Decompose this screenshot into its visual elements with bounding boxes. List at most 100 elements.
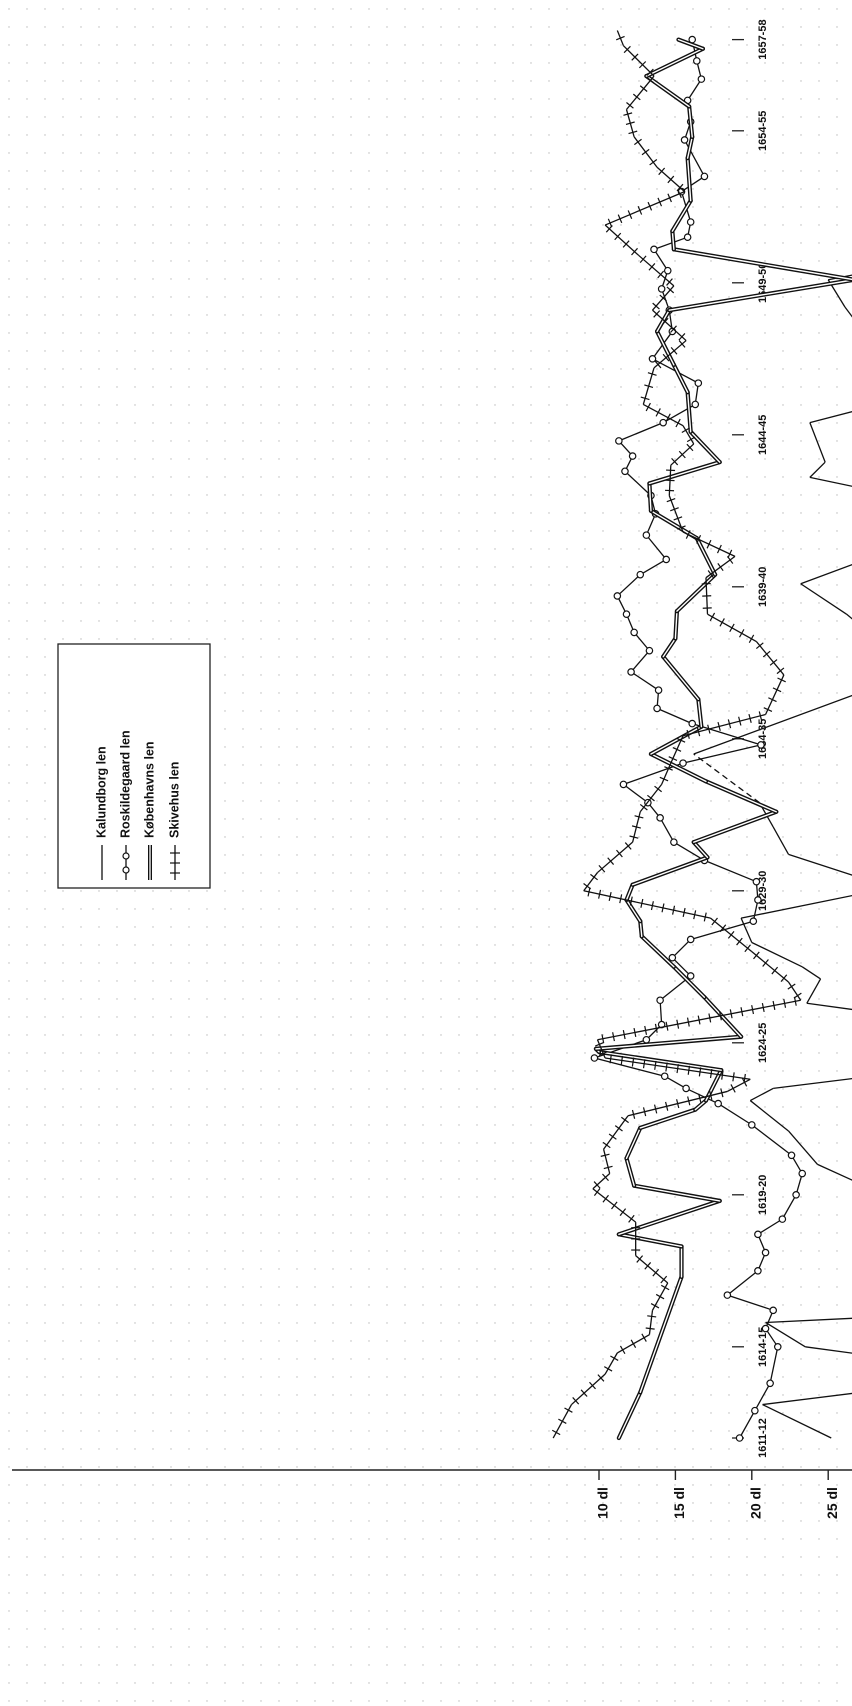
series-segment xyxy=(751,941,803,968)
series-segment xyxy=(592,1173,611,1190)
cross-marker xyxy=(623,112,633,116)
data-point xyxy=(757,741,765,749)
series-københavns-len xyxy=(593,37,852,1441)
cross-marker xyxy=(607,218,613,228)
series-segment xyxy=(717,1103,753,1126)
cross-marker xyxy=(670,347,678,355)
cross-marker xyxy=(630,1339,637,1348)
series-segment xyxy=(596,1039,606,1059)
series-segment xyxy=(682,744,762,764)
series-segment-inner xyxy=(656,309,670,333)
cross-marker xyxy=(687,1096,691,1106)
cross-marker xyxy=(670,325,677,333)
cross-marker xyxy=(771,966,779,975)
cross-marker xyxy=(612,1032,615,1042)
cross-marker xyxy=(667,193,672,203)
cross-marker xyxy=(686,436,696,443)
cross-marker xyxy=(593,1188,601,1196)
series-segment xyxy=(645,513,657,536)
data-point xyxy=(656,814,664,822)
data-point xyxy=(662,555,671,564)
value-tick-label: 15 dl xyxy=(671,1487,687,1519)
cross-marker xyxy=(763,707,773,712)
series-segment-inner xyxy=(673,248,852,281)
series-segment-inner xyxy=(688,105,693,138)
cross-marker xyxy=(654,360,662,369)
series-segment xyxy=(583,890,711,919)
series-segment-inner xyxy=(686,391,692,433)
series-segment xyxy=(762,1392,852,1406)
cross-marker xyxy=(619,1345,626,1355)
series-group xyxy=(551,30,852,1442)
series-segment xyxy=(772,826,790,855)
data-point xyxy=(686,218,695,226)
series-segment xyxy=(809,476,852,487)
series-segment-inner xyxy=(625,884,634,901)
cross-marker xyxy=(708,1013,712,1023)
data-point xyxy=(613,592,622,600)
series-segment-inner xyxy=(645,75,690,108)
cross-marker xyxy=(633,1027,637,1038)
cross-marker xyxy=(558,1418,567,1424)
legend-label: Roskildegaard len xyxy=(118,730,132,838)
cross-marker xyxy=(681,427,690,434)
series-segment xyxy=(685,1087,719,1105)
series-segment-inner xyxy=(625,1157,635,1187)
cross-marker xyxy=(671,457,679,466)
cross-marker xyxy=(626,102,634,109)
cross-marker xyxy=(711,917,718,926)
series-segment xyxy=(727,1078,751,1093)
series-segment xyxy=(604,224,640,256)
cross-marker xyxy=(787,983,796,990)
cross-marker xyxy=(717,721,721,731)
cross-marker xyxy=(622,240,630,248)
cross-marker xyxy=(755,642,764,650)
data-point xyxy=(659,418,667,427)
series-segment-inner xyxy=(705,780,777,813)
cross-marker xyxy=(640,396,650,401)
series-segment xyxy=(653,236,688,250)
cross-marker xyxy=(636,1255,644,1263)
cross-marker xyxy=(661,903,665,913)
data-point xyxy=(654,686,663,694)
value-tick-label: 10 dl xyxy=(595,1487,611,1519)
cross-marker xyxy=(697,1015,701,1025)
cross-marker xyxy=(670,507,679,512)
cross-marker xyxy=(761,1002,765,1013)
series-segment-inner xyxy=(631,856,709,886)
cross-marker xyxy=(686,443,694,452)
series-segment-inner xyxy=(686,157,692,202)
data-point xyxy=(628,452,637,460)
series-segment-inner xyxy=(648,482,652,512)
cross-marker xyxy=(730,1084,736,1093)
cross-marker xyxy=(660,1284,670,1291)
series-segment xyxy=(806,1002,852,1011)
value-tick-label: 20 dl xyxy=(748,1487,764,1519)
cross-marker xyxy=(776,667,785,675)
cross-marker xyxy=(665,1062,668,1072)
cross-marker xyxy=(772,1000,776,1010)
cross-marker xyxy=(628,1214,635,1223)
series-segment xyxy=(630,671,659,691)
series-segment-inner xyxy=(618,1233,683,1248)
series-skivehus-len xyxy=(551,30,802,1439)
series-segment xyxy=(682,713,766,737)
data-point xyxy=(761,1248,770,1257)
cross-marker xyxy=(717,563,724,572)
cross-marker xyxy=(660,1275,668,1284)
series-segment xyxy=(671,957,692,977)
series-segment-inner xyxy=(689,431,721,463)
series-segment xyxy=(604,191,685,226)
series-segment xyxy=(652,309,687,342)
cross-marker xyxy=(698,1093,702,1103)
cross-marker xyxy=(634,815,644,819)
cross-marker xyxy=(628,130,638,135)
cross-marker xyxy=(658,167,666,176)
cross-marker xyxy=(748,713,752,723)
cross-marker xyxy=(593,1181,601,1189)
cross-marker xyxy=(611,1201,618,1210)
series-segment xyxy=(749,1087,774,1102)
series-segment xyxy=(643,403,684,427)
series-segment xyxy=(635,1255,669,1284)
cross-marker xyxy=(665,1021,669,1031)
